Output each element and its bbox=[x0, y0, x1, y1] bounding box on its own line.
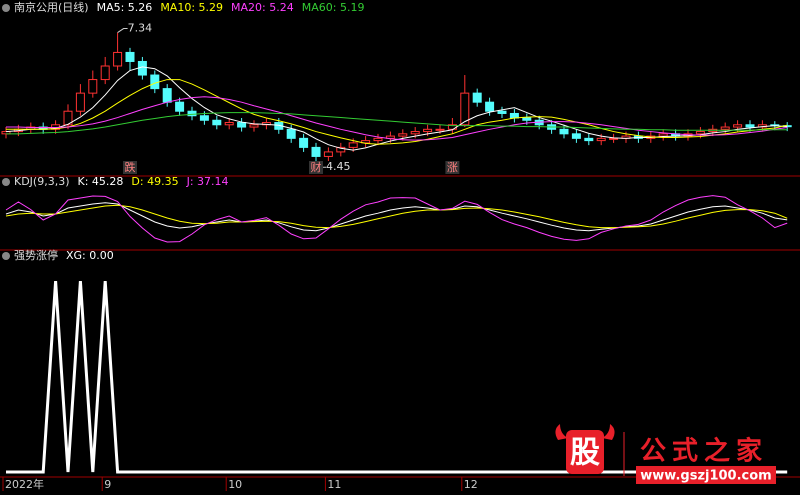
legend-entry: K: 45.28 bbox=[78, 175, 124, 188]
legend-icon bbox=[2, 252, 10, 260]
x-tick-label: 12 bbox=[464, 478, 478, 491]
candle-body bbox=[336, 146, 346, 153]
candle-body bbox=[571, 133, 581, 139]
candle-body bbox=[286, 128, 296, 139]
candle-body bbox=[720, 126, 730, 130]
candle-body bbox=[75, 92, 85, 112]
candle-body bbox=[299, 137, 309, 148]
candle-body bbox=[423, 128, 433, 133]
series-line bbox=[6, 79, 788, 145]
legend-entry: MA60: 5.19 bbox=[302, 1, 365, 14]
candle-body bbox=[584, 137, 594, 142]
candle-body bbox=[199, 115, 209, 121]
candle-body bbox=[460, 92, 470, 126]
annotation-leader bbox=[117, 28, 128, 33]
candle-body bbox=[249, 124, 259, 128]
legend-icon bbox=[2, 4, 10, 12]
legend-entry: MA20: 5.24 bbox=[231, 1, 294, 14]
series-line bbox=[5, 195, 788, 243]
legend-entry: MA10: 5.29 bbox=[160, 1, 223, 14]
candle-body bbox=[435, 128, 445, 131]
x-tick-label: 11 bbox=[327, 478, 341, 491]
logo-box bbox=[566, 430, 604, 474]
candle-body bbox=[224, 122, 234, 126]
candle-body bbox=[100, 65, 110, 81]
candle-body bbox=[162, 88, 172, 103]
candle-body bbox=[323, 151, 333, 157]
candle-body bbox=[175, 101, 185, 112]
panel-title: 强势涨停 bbox=[14, 248, 58, 262]
candle-body bbox=[311, 146, 321, 157]
legend-entry: D: 49.35 bbox=[131, 175, 178, 188]
candle-body bbox=[137, 60, 147, 76]
series-line bbox=[5, 202, 788, 232]
legend-entry: XG: 0.00 bbox=[66, 249, 114, 262]
candle-body bbox=[522, 117, 532, 121]
site-url: www.gszj100.com bbox=[640, 469, 771, 484]
signal-marker: 涨 bbox=[447, 161, 458, 174]
candle-body bbox=[187, 110, 197, 117]
candle-body bbox=[485, 101, 495, 112]
candle-body bbox=[410, 131, 420, 135]
logo-text: 股 bbox=[570, 436, 600, 471]
candle-body bbox=[113, 51, 123, 67]
candle-body bbox=[596, 137, 606, 142]
series-line bbox=[6, 112, 788, 135]
watermark: 股 公式之家 www.gszj100.com bbox=[555, 424, 776, 484]
url-box bbox=[636, 466, 776, 484]
candle-body bbox=[695, 131, 705, 135]
legend-icon bbox=[2, 178, 10, 186]
site-name: 公式之家 bbox=[640, 436, 768, 467]
high-label: 7.34 bbox=[128, 22, 153, 35]
legend-entry: J: 37.14 bbox=[186, 175, 229, 188]
candle-body bbox=[559, 128, 569, 135]
candle-body bbox=[733, 124, 743, 128]
candle-body bbox=[497, 110, 507, 114]
candle-body bbox=[150, 74, 160, 90]
candle-body bbox=[125, 51, 135, 62]
x-tick-label: 10 bbox=[228, 478, 242, 491]
signal-box bbox=[309, 161, 323, 174]
candle-body bbox=[348, 142, 358, 148]
x-tick-label: 2022年 bbox=[5, 477, 44, 491]
series-line bbox=[6, 96, 788, 141]
signal-box bbox=[445, 161, 460, 174]
x-tick-label: 9 bbox=[104, 478, 111, 491]
candle-body bbox=[212, 119, 222, 126]
signal-box bbox=[123, 161, 137, 174]
candle-body bbox=[88, 79, 98, 94]
logo-horns bbox=[555, 424, 615, 440]
candle-body bbox=[745, 124, 755, 128]
panel-title: KDJ(9,3,3) bbox=[14, 175, 70, 188]
series-line bbox=[5, 204, 788, 229]
signal-marker: 财 bbox=[311, 160, 322, 174]
candle-body bbox=[373, 137, 383, 142]
low-label: 4.45 bbox=[326, 160, 351, 173]
legend-entry: MA5: 5.26 bbox=[97, 1, 153, 14]
candle-body bbox=[472, 92, 482, 103]
candle-body bbox=[398, 133, 408, 137]
panel-title: 南京公用(日线) bbox=[14, 0, 89, 14]
signal-marker: 跌 bbox=[125, 160, 136, 174]
candle-body bbox=[658, 133, 668, 137]
candle-body bbox=[237, 122, 247, 128]
